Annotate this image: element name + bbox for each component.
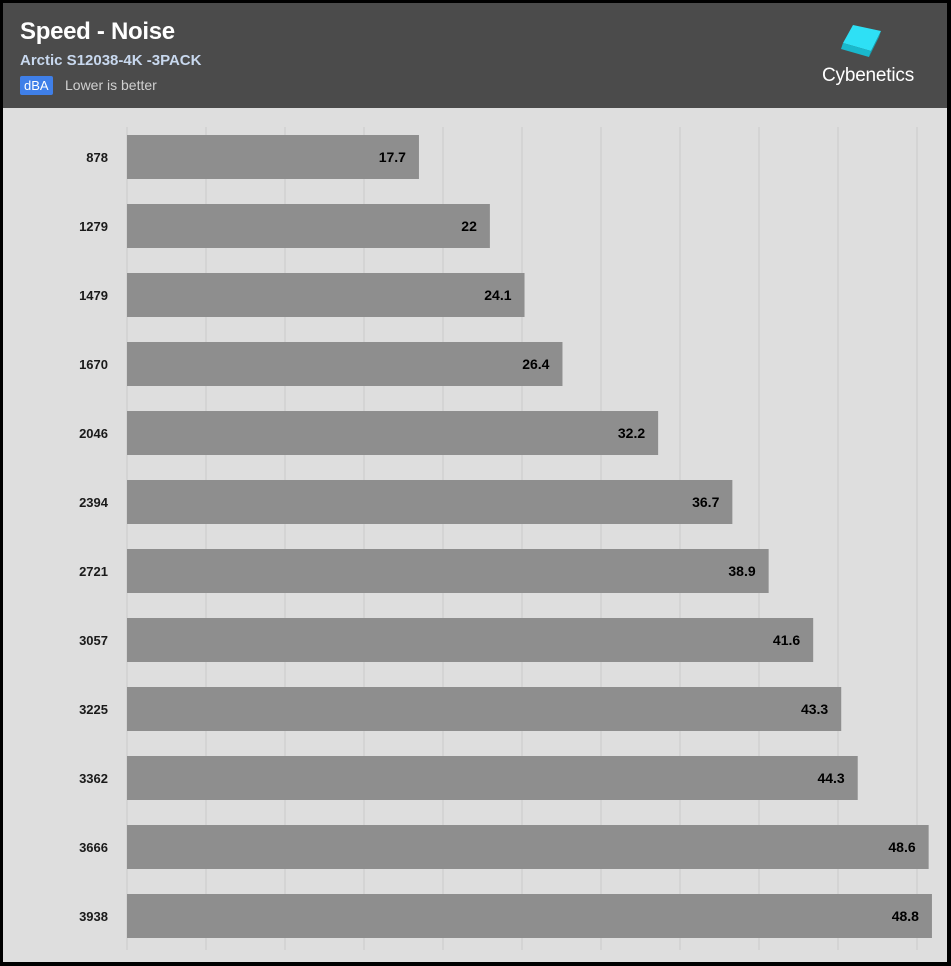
category-label: 1670 <box>79 357 108 372</box>
chart-frame: Speed - Noise Arctic S12038-4K -3PACK dB… <box>3 3 947 962</box>
value-label: 44.3 <box>817 770 844 786</box>
bar <box>127 204 490 248</box>
chart-header: Speed - Noise Arctic S12038-4K -3PACK dB… <box>3 3 947 108</box>
value-label: 26.4 <box>522 356 549 372</box>
bar <box>127 549 769 593</box>
value-label: 36.7 <box>692 494 719 510</box>
category-label: 3666 <box>79 840 108 855</box>
value-label: 48.6 <box>888 839 915 855</box>
value-label: 43.3 <box>801 701 828 717</box>
category-label: 878 <box>86 150 108 165</box>
category-label: 3362 <box>79 771 108 786</box>
bar <box>127 135 419 179</box>
unit-badge: dBA <box>20 76 53 95</box>
cybenetics-logo: Cybenetics <box>813 21 923 91</box>
cube-logo-icon <box>841 25 881 57</box>
category-label: 3225 <box>79 702 108 717</box>
bar <box>127 411 659 455</box>
chart-area: 878 17.7 1279 22 1479 24.1 1670 26.4 2046 32.2 239… <box>3 108 947 962</box>
category-label: 2721 <box>79 564 108 579</box>
category-label: 1479 <box>79 288 108 303</box>
chart-title: Speed - Noise <box>20 18 175 45</box>
value-label: 32.2 <box>618 425 645 441</box>
category-label: 1279 <box>79 219 108 234</box>
value-label: 22 <box>461 218 477 234</box>
bar <box>127 825 929 869</box>
category-label: 2394 <box>79 495 109 510</box>
chart-subtitle: Arctic S12038-4K -3PACK <box>20 52 202 69</box>
value-label: 38.9 <box>728 563 755 579</box>
category-label: 2046 <box>79 426 108 441</box>
category-label: 3938 <box>79 909 108 924</box>
bar-chart: 878 17.7 1279 22 1479 24.1 1670 26.4 2046 32.2 239… <box>79 127 932 950</box>
bar <box>127 273 525 317</box>
bar <box>127 687 842 731</box>
bar <box>127 618 814 662</box>
lower-is-better-note: Lower is better <box>65 77 157 93</box>
bar <box>127 342 563 386</box>
category-label: 3057 <box>79 633 108 648</box>
bar <box>127 756 858 800</box>
bar <box>127 894 932 938</box>
logo-wordmark: Cybenetics <box>822 65 914 86</box>
bar <box>127 480 733 524</box>
value-label: 17.7 <box>379 149 406 165</box>
value-label: 24.1 <box>484 287 511 303</box>
value-label: 48.8 <box>892 908 919 924</box>
value-label: 41.6 <box>773 632 800 648</box>
